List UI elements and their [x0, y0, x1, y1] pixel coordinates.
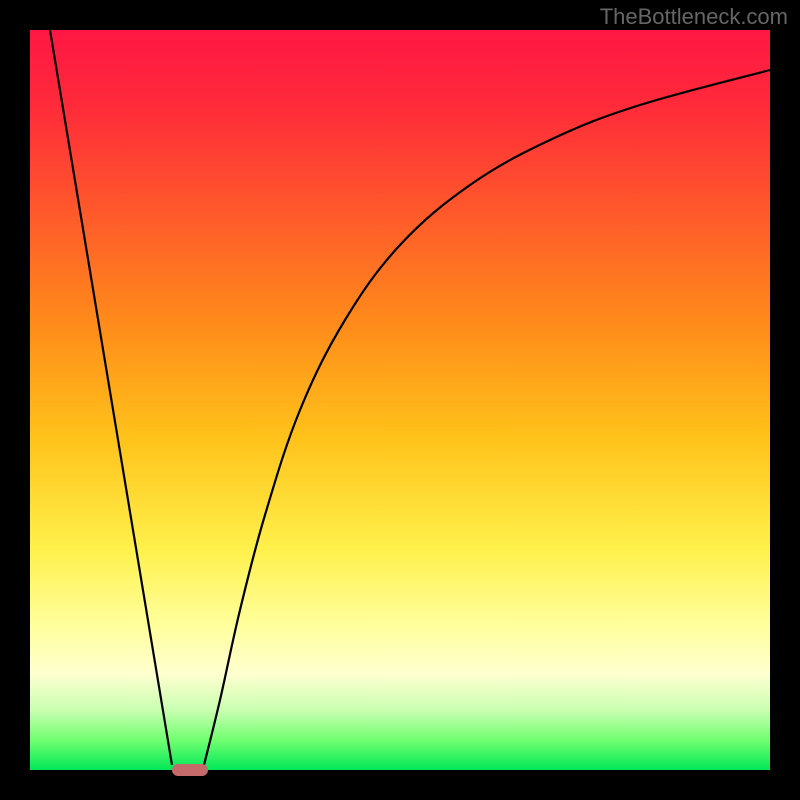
bottleneck-chart: [0, 0, 800, 800]
bottleneck-marker: [172, 764, 208, 776]
plot-gradient-background: [30, 30, 770, 770]
chart-container: TheBottleneck.com: [0, 0, 800, 800]
watermark-text: TheBottleneck.com: [600, 4, 788, 30]
